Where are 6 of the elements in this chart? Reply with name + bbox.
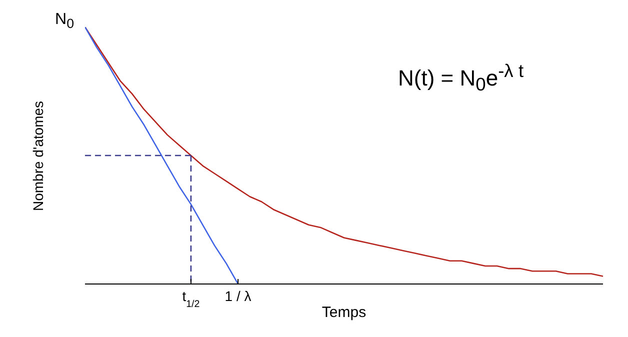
x-tick-label: t$_{1/2}$ [182, 288, 200, 310]
text: N$_{0}$ [55, 11, 74, 32]
y-axis-title: Nombre d'atomes [30, 100, 46, 211]
annotation: N(t) = N$_{0}$e$^{-λ t}$ [398, 60, 524, 96]
x-tick-label: 1 / λ [224, 288, 252, 304]
x-axis-title: Temps [322, 304, 366, 321]
